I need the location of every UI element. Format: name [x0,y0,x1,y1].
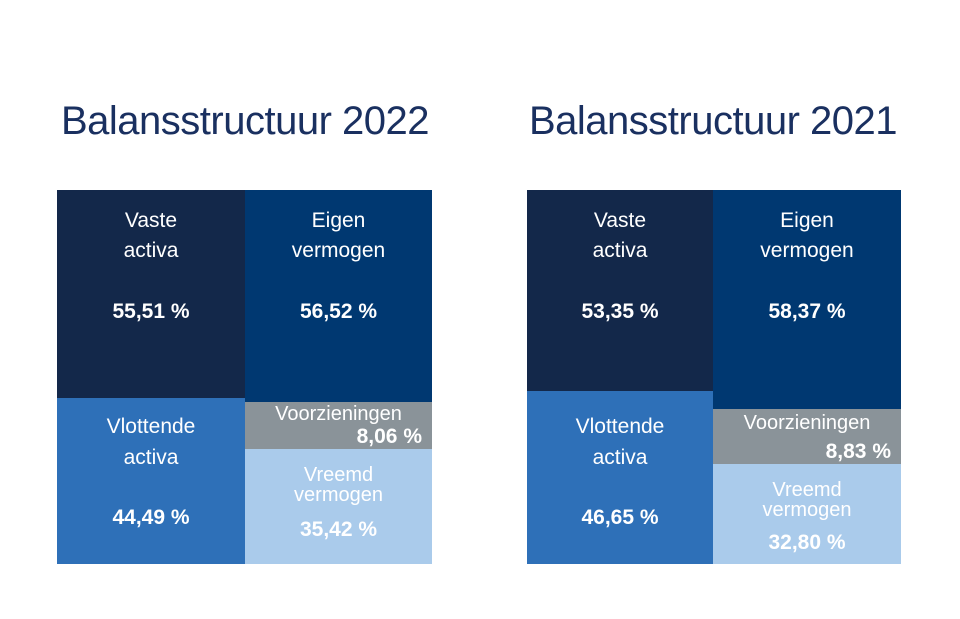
block-value: 44,49 % [112,506,190,529]
block-label: activa [592,239,648,262]
block-label: Vaste [124,209,178,232]
block-label: activa [123,239,179,262]
block-vreemd-vermogen: Vreemd vermogen 35,42 % [245,449,432,564]
block-label: Vaste [593,209,647,232]
block-label: Voorzieningen [275,403,402,425]
block-label: activa [592,446,648,469]
block-vlottende-activa: Vlottende activa 46,65 % [527,391,713,564]
block-value: 35,42 % [299,518,378,541]
block-value: 58,37 % [768,300,846,323]
block-label: Vlottende [106,415,196,438]
chart-title: Balansstructuur 2021 [528,99,898,143]
chart-panel-2021: Balansstructuur 2021 Vaste activa 53,35 … [498,0,928,619]
block-value: 8,06 % [356,425,422,448]
block-vaste-activa: Vaste activa 53,35 % [527,190,713,391]
block-eigen-vermogen: Eigen vermogen 56,52 % [245,190,432,402]
block-label: Vlottende [575,415,665,438]
block-label: vermogen [291,239,386,262]
block-value: 32,80 % [768,531,846,554]
block-label: activa [123,446,179,469]
block-eigen-vermogen: Eigen vermogen 58,37 % [713,190,901,409]
block-voorzieningen: Voorzieningen 8,83 % [713,409,901,464]
block-label: Vreemd [772,479,842,501]
block-label: vermogen [762,499,852,521]
chart-panel-2022: Balansstructuur 2022 Vaste activa 55,51 … [30,0,460,619]
block-label: vermogen [294,484,383,506]
block-value: 8,83 % [825,440,891,463]
block-vreemd-vermogen: Vreemd vermogen 32,80 % [713,464,901,564]
block-vaste-activa: Vaste activa 55,51 % [57,190,245,398]
block-label: Voorzieningen [743,412,871,434]
block-label: Eigen [780,209,834,232]
block-value: 53,35 % [581,300,659,323]
block-value: 55,51 % [112,300,190,323]
block-voorzieningen: Voorzieningen 8,06 % [245,402,432,449]
block-value: 46,65 % [581,506,659,529]
block-vlottende-activa: Vlottende activa 44,49 % [57,398,245,564]
block-value: 56,52 % [299,300,378,323]
block-label: vermogen [760,239,854,262]
block-label: Eigen [311,209,366,232]
block-label: Vreemd [303,464,374,486]
chart-title: Balansstructuur 2022 [60,99,430,143]
